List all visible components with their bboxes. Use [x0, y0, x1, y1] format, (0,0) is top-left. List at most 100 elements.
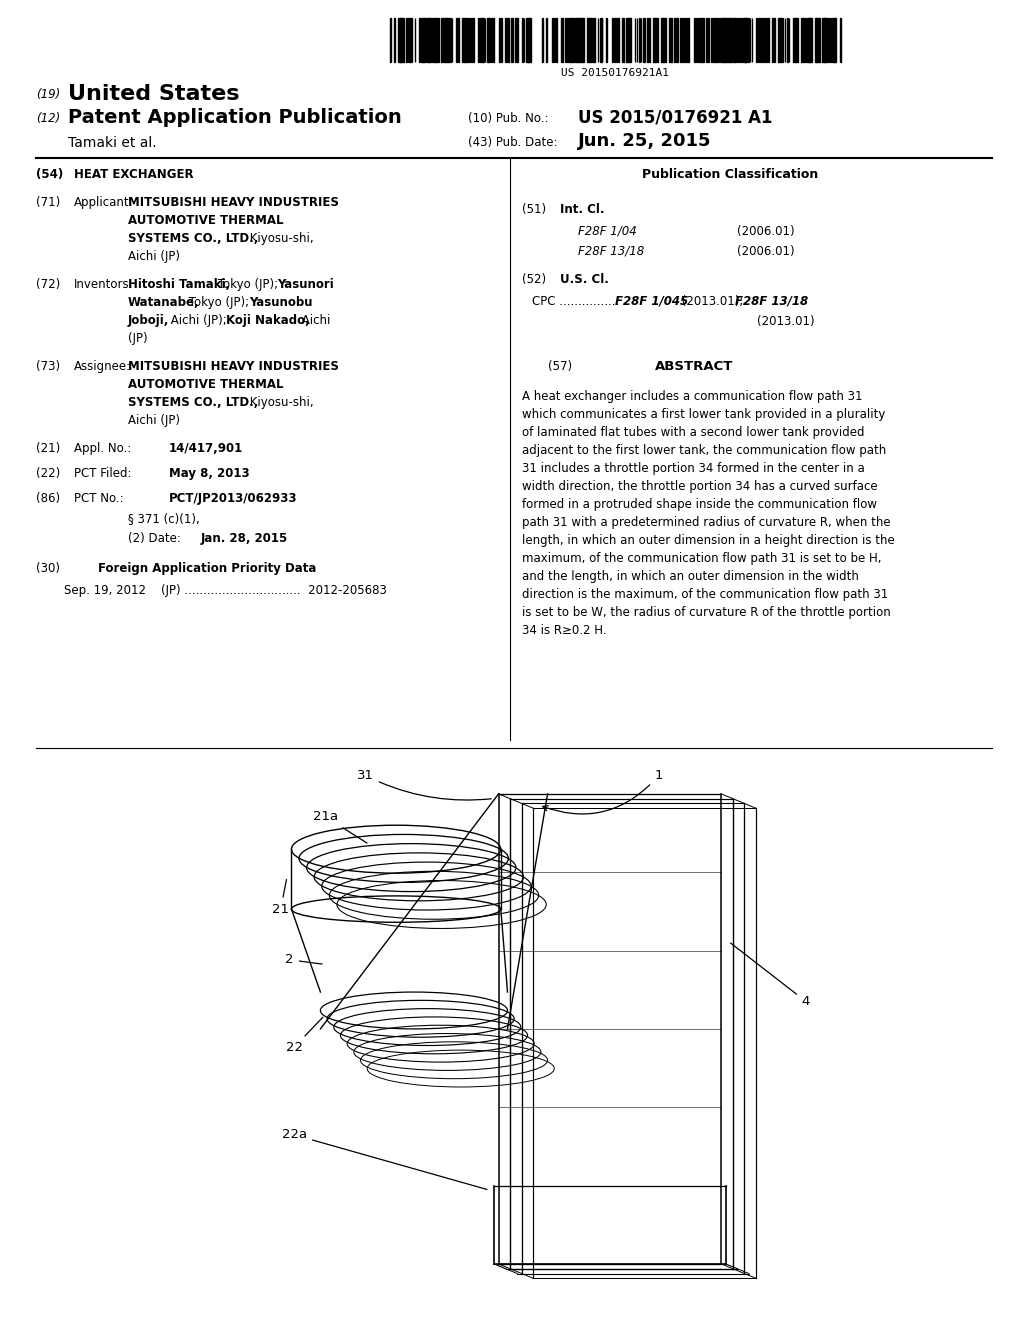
Text: CPC ................: CPC ................ [532, 294, 620, 308]
Bar [702, 18, 703, 62]
Text: Joboji,: Joboji, [128, 314, 169, 327]
Text: (86): (86) [36, 492, 60, 506]
Bar [568, 18, 571, 62]
Bar [482, 18, 484, 62]
Text: F28F 13/18: F28F 13/18 [735, 294, 808, 308]
Text: (21): (21) [36, 442, 60, 455]
Bar [731, 18, 732, 62]
Bar [490, 18, 493, 62]
Text: (2013.01): (2013.01) [757, 315, 815, 327]
Text: PCT Filed:: PCT Filed: [74, 467, 131, 480]
Text: and the length, in which an outer dimension in the width: and the length, in which an outer dimens… [522, 570, 859, 583]
Bar [472, 18, 473, 62]
Bar [727, 18, 729, 62]
Bar [639, 18, 640, 62]
Text: (2) Date:: (2) Date: [128, 532, 181, 545]
Text: Applicant:: Applicant: [74, 195, 133, 209]
Text: PCT/JP2013/062933: PCT/JP2013/062933 [169, 492, 298, 506]
Text: of laminated flat tubes with a second lower tank provided: of laminated flat tubes with a second lo… [522, 426, 864, 440]
Bar [443, 18, 444, 62]
Bar [433, 18, 436, 62]
Bar [778, 18, 780, 62]
Text: 22: 22 [286, 1018, 323, 1053]
Text: Publication Classification: Publication Classification [642, 168, 818, 181]
Text: § 371 (c)(1),: § 371 (c)(1), [128, 512, 200, 525]
Bar [700, 18, 701, 62]
Text: US 2015/0176921 A1: US 2015/0176921 A1 [578, 108, 772, 125]
Text: Aichi (JP): Aichi (JP) [128, 414, 180, 426]
Text: 4: 4 [731, 942, 810, 1007]
Text: Jun. 25, 2015: Jun. 25, 2015 [578, 132, 712, 150]
Bar [577, 18, 581, 62]
Bar [402, 18, 403, 62]
Bar [590, 18, 591, 62]
Bar [686, 18, 688, 62]
Text: Foreign Application Priority Data: Foreign Application Priority Data [98, 562, 316, 576]
Bar [793, 18, 796, 62]
Bar [527, 18, 530, 62]
Bar [817, 18, 819, 62]
Text: formed in a protruded shape inside the communication flow: formed in a protruded shape inside the c… [522, 498, 877, 511]
Bar [515, 18, 517, 62]
Text: (19): (19) [36, 88, 60, 102]
Text: MITSUBISHI HEAVY INDUSTRIES: MITSUBISHI HEAVY INDUSTRIES [128, 195, 339, 209]
Text: is set to be W, the radius of curvature R of the throttle portion: is set to be W, the radius of curvature … [522, 606, 891, 619]
Bar [437, 18, 438, 62]
Bar [733, 18, 735, 62]
Text: Aichi (JP): Aichi (JP) [128, 249, 180, 263]
Text: (2006.01): (2006.01) [737, 246, 795, 257]
Bar [431, 18, 432, 62]
Text: F28F 1/045: F28F 1/045 [615, 294, 688, 308]
Text: Hitoshi Tamaki,: Hitoshi Tamaki, [128, 279, 230, 290]
Bar [572, 18, 574, 62]
Bar [815, 18, 817, 62]
Text: (54): (54) [36, 168, 63, 181]
Text: A heat exchanger includes a communication flow path 31: A heat exchanger includes a communicatio… [522, 389, 862, 403]
Bar [662, 18, 665, 62]
Bar [823, 18, 826, 62]
Bar [458, 18, 459, 62]
Text: Int. Cl.: Int. Cl. [560, 203, 604, 216]
Text: F28F 13/18: F28F 13/18 [578, 246, 644, 257]
Bar [616, 18, 617, 62]
Text: (71): (71) [36, 195, 60, 209]
Bar [574, 18, 578, 62]
Text: Appl. No.:: Appl. No.: [74, 442, 131, 455]
Text: Yasunori: Yasunori [278, 279, 334, 290]
Text: ABSTRACT: ABSTRACT [655, 360, 733, 374]
Text: (43) Pub. Date:: (43) Pub. Date: [468, 136, 557, 149]
Bar [600, 18, 602, 62]
Text: path 31 with a predetermined radius of curvature R, when the: path 31 with a predetermined radius of c… [522, 516, 891, 529]
Text: Koji Nakado,: Koji Nakado, [226, 314, 309, 327]
Text: US 20150176921A1: US 20150176921A1 [561, 69, 669, 78]
Text: Kiyosu-shi,: Kiyosu-shi, [246, 396, 313, 409]
Text: AUTOMOTIVE THERMAL: AUTOMOTIVE THERMAL [128, 378, 284, 391]
Text: 2: 2 [285, 953, 323, 966]
Bar [729, 18, 731, 62]
Text: (73): (73) [36, 360, 60, 374]
Bar [525, 18, 528, 62]
Bar [447, 18, 449, 62]
Bar [748, 18, 749, 62]
Bar [581, 18, 584, 62]
Bar [831, 18, 835, 62]
Text: Patent Application Publication: Patent Application Publication [68, 108, 401, 127]
Text: (72): (72) [36, 279, 60, 290]
Bar [499, 18, 501, 62]
Text: (51): (51) [522, 203, 546, 216]
Text: SYSTEMS CO., LTD.,: SYSTEMS CO., LTD., [128, 396, 258, 409]
Bar [560, 18, 563, 62]
Text: HEAT EXCHANGER: HEAT EXCHANGER [74, 168, 194, 181]
Bar [827, 18, 829, 62]
Bar [398, 18, 401, 62]
Text: 34 is R≥0.2 H.: 34 is R≥0.2 H. [522, 624, 606, 638]
Text: PCT No.:: PCT No.: [74, 492, 124, 506]
Text: (2006.01): (2006.01) [737, 224, 795, 238]
Bar [711, 18, 712, 62]
Bar [564, 18, 566, 62]
Text: Tokyo (JP);: Tokyo (JP); [185, 296, 253, 309]
Text: Tokyo (JP);: Tokyo (JP); [214, 279, 282, 290]
Text: (52): (52) [522, 273, 546, 286]
Bar [606, 18, 607, 62]
Bar [627, 18, 630, 62]
